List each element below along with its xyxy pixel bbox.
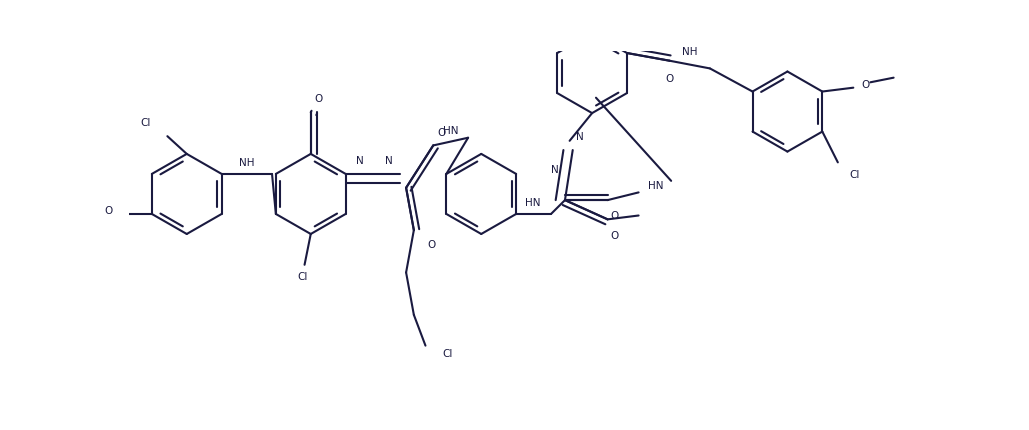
Text: HN: HN bbox=[648, 180, 664, 190]
Text: O: O bbox=[610, 211, 618, 221]
Text: N: N bbox=[385, 156, 393, 166]
Text: O: O bbox=[861, 80, 870, 89]
Text: N: N bbox=[576, 132, 583, 142]
Text: O: O bbox=[610, 230, 618, 240]
Text: N: N bbox=[551, 165, 559, 175]
Text: O: O bbox=[437, 127, 446, 137]
Text: O: O bbox=[427, 240, 435, 249]
Text: HN: HN bbox=[442, 126, 458, 136]
Text: Cl: Cl bbox=[850, 169, 860, 179]
Text: NH: NH bbox=[239, 158, 254, 168]
Text: N: N bbox=[356, 156, 363, 166]
Text: Cl: Cl bbox=[297, 271, 309, 281]
Text: HN: HN bbox=[526, 198, 541, 208]
Text: Cl: Cl bbox=[442, 349, 453, 359]
Text: O: O bbox=[315, 93, 323, 104]
Text: NH: NH bbox=[682, 46, 698, 57]
Text: Cl: Cl bbox=[140, 118, 150, 128]
Text: O: O bbox=[104, 206, 112, 215]
Text: O: O bbox=[666, 74, 674, 83]
